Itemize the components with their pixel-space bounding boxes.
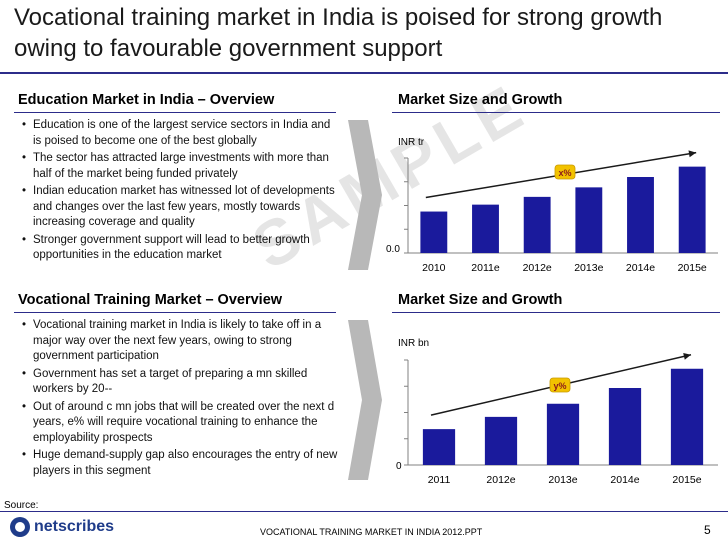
education-heading-rule xyxy=(14,112,336,113)
bullet-marker: • xyxy=(22,119,27,131)
bullet-text: Government has set a target of preparing… xyxy=(33,367,308,396)
x-tick-label: 2012e xyxy=(486,474,515,486)
x-tick-label: 2014e xyxy=(626,262,655,274)
bullet-marker: • xyxy=(22,319,27,331)
x-tick-label: 2011 xyxy=(428,474,451,486)
bar xyxy=(546,403,580,465)
slide-title: Vocational training market in India is p… xyxy=(14,4,663,62)
chart-heading-rule xyxy=(392,312,720,313)
x-tick-label: 2013e xyxy=(574,262,603,274)
y-axis-zero-label: 0.0 xyxy=(386,244,400,255)
chart-title: Market Size and Growth xyxy=(398,292,563,308)
x-tick-label: 2010 xyxy=(422,262,446,274)
chart-heading-rule xyxy=(392,112,720,113)
vocational-heading-rule xyxy=(14,312,336,313)
bar xyxy=(420,211,448,253)
list-item: • Education is one of the largest service… xyxy=(22,118,340,149)
footer-divider xyxy=(0,511,728,512)
bar xyxy=(670,368,704,465)
trend-arrow-head xyxy=(683,352,691,360)
y-axis-unit: INR bn xyxy=(398,338,430,349)
netscribes-logo: netscribes xyxy=(10,517,114,537)
chevron-right-icon xyxy=(348,320,382,480)
bullet-text: Vocational training market in India is l… xyxy=(33,319,322,362)
chevron-right-icon xyxy=(348,120,382,270)
bar xyxy=(678,166,706,253)
bullet-marker: • xyxy=(22,449,27,461)
education-bullet-list: • Education is one of the largest service… xyxy=(22,118,340,266)
list-item: • Government has set a target of preparin… xyxy=(22,367,340,398)
bullet-text: Education is one of the largest service … xyxy=(33,119,331,147)
bar xyxy=(422,429,456,465)
x-tick-label: 2015e xyxy=(672,474,701,486)
list-item: • The sector has attracted large investme… xyxy=(22,151,340,182)
list-item: • Vocational training market in India is … xyxy=(22,318,340,365)
market-size-bar-chart: 2010 2011e 2012e 2013e 2014e 2015e x% xyxy=(404,150,718,274)
list-item: • Out of around c mn jobs that will be cr… xyxy=(22,400,340,447)
bullet-text: Huge demand-supply gap also encourages t… xyxy=(33,449,338,477)
logo-text: netscribes xyxy=(34,518,115,535)
x-tick-label: 2013e xyxy=(548,474,577,486)
x-tick-label: 2015e xyxy=(678,262,707,274)
education-overview-heading: Education Market in India – Overview xyxy=(18,92,275,108)
trend-arrow-head xyxy=(688,150,697,158)
title-divider xyxy=(0,72,728,74)
chart-title: Market Size and Growth xyxy=(398,92,563,108)
bar xyxy=(484,416,518,465)
y-axis-zero-label: 0 xyxy=(396,461,402,472)
bullet-marker: • xyxy=(22,367,27,380)
vocational-market-bar-chart: 2011 2012e 2013e 2014e 2015e y% xyxy=(404,352,718,486)
source-note: Source: xyxy=(4,500,39,511)
bar xyxy=(472,204,499,253)
bullet-text: Out of around c mn jobs that will be cre… xyxy=(33,400,335,444)
bar xyxy=(627,177,654,253)
x-tick-label: 2012e xyxy=(523,262,552,274)
cagr-label: y% xyxy=(553,381,566,391)
bullet-text: Indian education market has witnessed lo… xyxy=(33,185,335,228)
vocational-overview-heading: Vocational Training Market – Overview xyxy=(18,292,283,308)
y-axis-unit: INR tr xyxy=(398,137,425,148)
cagr-badge xyxy=(549,377,571,393)
bullet-text: The sector has attracted large investmen… xyxy=(33,152,329,180)
bar xyxy=(575,187,603,253)
bar xyxy=(523,196,551,253)
cagr-label: x% xyxy=(558,168,571,178)
list-item: • Indian education market has witnessed l… xyxy=(22,184,340,231)
footer-title: VOCATIONAL TRAINING MARKET IN INDIA 2012… xyxy=(260,527,483,537)
cagr-badge xyxy=(554,164,576,180)
vocational-bullet-list: • Vocational training market in India is … xyxy=(22,318,340,481)
bullet-marker: • xyxy=(22,400,27,413)
bullet-marker: • xyxy=(22,152,27,164)
list-item: • Huge demand-supply gap also encourages … xyxy=(22,448,340,479)
x-tick-label: 2011e xyxy=(471,262,500,274)
bullet-text: Stronger government support will lead to… xyxy=(33,233,310,262)
x-tick-label: 2014e xyxy=(610,474,639,486)
bullet-marker: • xyxy=(22,185,27,197)
list-item: • Stronger government support will lead t… xyxy=(22,233,340,264)
bullet-marker: • xyxy=(22,233,27,246)
page-number: 5 xyxy=(704,523,711,537)
logo-icon xyxy=(10,517,30,537)
bar xyxy=(608,388,642,465)
